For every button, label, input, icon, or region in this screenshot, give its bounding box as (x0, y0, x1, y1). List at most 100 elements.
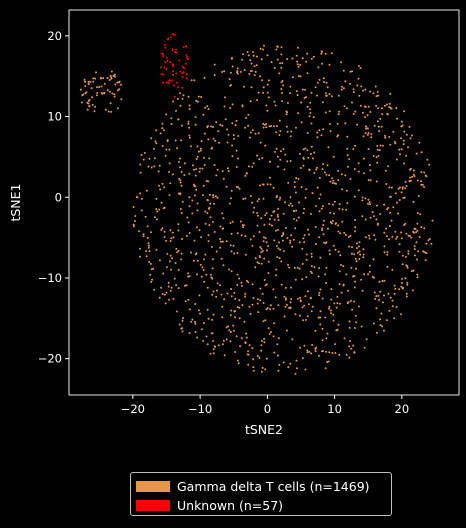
data-point (389, 195, 391, 198)
data-point (362, 172, 365, 175)
data-point (256, 298, 259, 301)
data-point (387, 206, 390, 209)
data-point (310, 310, 313, 313)
data-point (282, 212, 285, 215)
data-point (207, 180, 210, 183)
data-point (221, 305, 224, 308)
data-point (317, 66, 320, 69)
data-point (305, 276, 308, 279)
data-point (222, 217, 225, 220)
data-point (160, 201, 163, 204)
data-point (383, 251, 386, 254)
data-point (251, 347, 254, 350)
data-point (354, 110, 357, 113)
data-point (244, 174, 247, 177)
data-point (351, 70, 353, 73)
data-point (341, 208, 344, 211)
series-0 (79, 44, 434, 375)
data-point (261, 366, 264, 369)
data-point (262, 240, 265, 243)
data-point (280, 66, 283, 69)
data-point (306, 349, 309, 352)
data-point (249, 313, 252, 315)
ticks-layer: −20 −10 0 10 20 −20 −10 0 10 20 (38, 29, 409, 416)
data-point (164, 302, 167, 305)
data-point (310, 252, 313, 255)
data-point (195, 158, 198, 160)
data-point (150, 166, 153, 169)
data-point (171, 73, 174, 76)
data-point (324, 367, 327, 370)
data-point (206, 105, 209, 108)
data-point (191, 212, 194, 215)
data-point (282, 361, 285, 364)
data-point (385, 183, 388, 185)
data-point (207, 138, 210, 141)
data-point (226, 141, 229, 144)
data-point (188, 205, 191, 208)
data-point (337, 169, 340, 172)
data-point (251, 51, 254, 53)
data-point (195, 99, 198, 102)
data-point (171, 63, 174, 66)
data-point (330, 52, 333, 55)
data-point (310, 296, 312, 299)
data-point (235, 166, 238, 168)
data-point (296, 367, 298, 370)
data-point (238, 299, 241, 302)
data-point (219, 123, 222, 126)
data-point (228, 329, 231, 332)
data-point (248, 136, 251, 139)
data-point (306, 149, 309, 152)
data-point (381, 301, 384, 304)
data-point (273, 351, 276, 354)
data-point (358, 250, 361, 253)
data-point (362, 157, 365, 160)
data-point (413, 231, 415, 234)
data-point (169, 289, 172, 292)
data-point (305, 258, 308, 261)
data-point (208, 157, 211, 160)
data-point (185, 73, 188, 76)
data-point (116, 81, 119, 84)
data-point (285, 329, 288, 332)
data-point (343, 337, 346, 340)
data-point (303, 97, 306, 99)
data-point (395, 237, 398, 240)
data-point (117, 81, 120, 84)
data-point (399, 186, 401, 189)
data-point (272, 125, 275, 128)
data-point (167, 281, 170, 284)
data-point (252, 54, 255, 57)
data-point (212, 196, 215, 199)
data-point (294, 313, 297, 316)
data-point (289, 241, 292, 244)
data-point (276, 213, 279, 216)
data-point (263, 223, 266, 226)
data-point (394, 287, 397, 290)
data-point (337, 224, 340, 227)
data-point (395, 158, 398, 161)
data-point (198, 170, 201, 173)
data-point (316, 186, 319, 189)
data-point (338, 283, 341, 286)
data-point (378, 280, 381, 283)
data-point (136, 196, 139, 199)
data-point (225, 240, 228, 243)
data-point (409, 176, 412, 179)
data-point (264, 368, 267, 371)
data-point (155, 208, 158, 211)
data-point (281, 80, 284, 82)
data-point (139, 171, 142, 174)
data-point (406, 281, 409, 284)
data-point (398, 148, 401, 151)
data-point (398, 288, 401, 291)
data-point (330, 288, 333, 291)
data-point (158, 164, 161, 167)
data-point (217, 344, 220, 347)
data-point (197, 95, 200, 98)
data-point (98, 86, 101, 88)
data-point (287, 366, 290, 369)
data-point (155, 248, 158, 251)
data-point (331, 352, 334, 354)
